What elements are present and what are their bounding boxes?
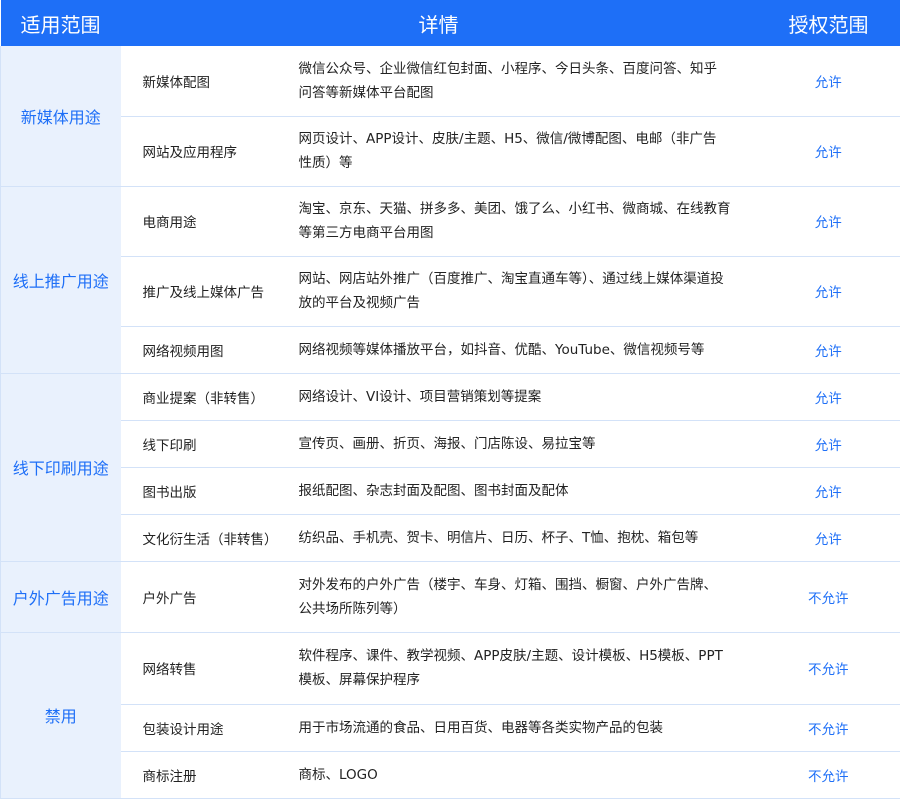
usage-details: 微信公众号、企业微信红包封面、小程序、今日头条、百度问答、知乎 问答等新媒体平台配… [280, 46, 757, 117]
usage-details: 商标、LOGO [280, 751, 757, 799]
usage-details: 网络视频等媒体播放平台，如抖音、优酷、YouTube、微信视频号等 [280, 326, 757, 374]
group-name: 线下印刷用途 [0, 373, 121, 562]
permission-status: 允许 [756, 46, 900, 117]
usage-name: 新媒体配图 [120, 46, 281, 117]
table-row: 线上推广用途 电商用途 淘宝、京东、天猫、拼多多、美团、饿了么、小红书、微商城、在线… [0, 186, 900, 374]
table-row: 网络视频用图 网络视频等媒体播放平台，如抖音、优酷、YouTube、微信视频号等 允… [1, 326, 900, 374]
usage-name: 包装设计用途 [120, 704, 281, 752]
usage-details: 宣传页、画册、折页、海报、门店陈设、易拉宝等 [280, 420, 757, 468]
usage-details: 淘宝、京东、天猫、拼多多、美团、饿了么、小红书、微商城、在线教育 等第三方电商平台… [280, 186, 757, 257]
usage-details: 对外发布的户外广告（楼宇、车身、灯箱、围挡、橱窗、户外广告牌、 公共场所陈列等） [280, 561, 757, 633]
group-name: 新媒体用途 [0, 46, 121, 187]
details-line: 报纸配图、杂志封面及配图、图书封面及配体 [298, 482, 569, 499]
details-line: 放的平台及视频广告 [298, 295, 421, 311]
table-row: 新媒体用途 新媒体配图 微信公众号、企业微信红包封面、小程序、今日头条、百度问答、知… [0, 46, 900, 187]
usage-name: 商标注册 [120, 751, 281, 799]
details-line: 用于市场流通的食品、日用百货、电器等各类实物产品的包装 [298, 719, 664, 736]
details-line: 模板、屏幕保护程序 [298, 672, 421, 688]
header-scope: 适用范围 [0, 0, 121, 46]
usage-details: 纺织品、手机壳、贺卡、明信片、日历、杯子、T恤、抱枕、箱包等 [280, 514, 757, 562]
usage-name: 网站及应用程序 [120, 116, 281, 187]
table-row: 网站及应用程序 网页设计、APP设计、皮肤/主题、H5、微信/微博配图、电邮（非广… [1, 116, 900, 187]
usage-details: 网站、网店站外推广（百度推广、淘宝直通车等）、通过线上媒体渠道投 放的平台及视频广… [280, 256, 757, 327]
table-row: 推广及线上媒体广告 网站、网店站外推广（百度推广、淘宝直通车等）、通过线上媒体渠道… [1, 256, 900, 327]
permission-status: 允许 [756, 420, 900, 468]
usage-name: 电商用途 [120, 186, 281, 257]
permission-status: 不允许 [756, 632, 900, 705]
header-authorization: 授权范围 [756, 0, 900, 46]
usage-name: 户外广告 [120, 561, 281, 633]
group-name: 户外广告用途 [0, 561, 121, 633]
usage-name: 线下印刷 [120, 420, 281, 468]
table-row: 户外广告用途 户外广告 对外发布的户外广告（楼宇、车身、灯箱、围挡、橱窗、户外广告牌… [0, 561, 900, 633]
usage-name: 图书出版 [120, 467, 281, 515]
usage-name: 网络视频用图 [120, 326, 281, 374]
details-line: 网络视频等媒体播放平台，如抖音、优酷、YouTube、微信视频号等 [298, 341, 705, 358]
details-line: 对外发布的户外广告（楼宇、车身、灯箱、围挡、橱窗、户外广告牌、 [298, 576, 718, 593]
details-line: 网页设计、APP设计、皮肤/主题、H5、微信/微博配图、电邮（非广告 [298, 131, 717, 147]
table-row: 图书出版 报纸配图、杂志封面及配图、图书封面及配体 允许 [1, 467, 900, 515]
table-header: 适用范围 详情 授权范围 [0, 0, 900, 46]
group-name: 线上推广用途 [0, 186, 121, 374]
group-name: 禁用 [0, 632, 121, 799]
usage-details: 网页设计、APP设计、皮肤/主题、H5、微信/微博配图、电邮（非广告 性质）等 [280, 116, 757, 187]
permission-status: 允许 [756, 514, 900, 562]
permission-status: 允许 [756, 116, 900, 187]
usage-details: 用于市场流通的食品、日用百货、电器等各类实物产品的包装 [280, 704, 757, 752]
table-row: 文化衍生活（非转售） 纺织品、手机壳、贺卡、明信片、日历、杯子、T恤、抱枕、箱包等… [1, 514, 900, 562]
details-line: 淘宝、京东、天猫、拼多多、美团、饿了么、小红书、微商城、在线教育 [298, 201, 731, 217]
permission-status: 允许 [756, 326, 900, 374]
header-details: 详情 [120, 0, 757, 46]
table-row: 禁用 网络转售 软件程序、课件、教学视频、APP皮肤/主题、设计模板、H5模板、PP… [0, 632, 900, 799]
details-line: 等第三方电商平台用图 [298, 225, 434, 241]
details-line: 软件程序、课件、教学视频、APP皮肤/主题、设计模板、H5模板、PPT [298, 648, 723, 664]
table-row: 线下印刷 宣传页、画册、折页、海报、门店陈设、易拉宝等 允许 [1, 420, 900, 468]
permission-status: 不允许 [756, 751, 900, 799]
usage-name: 网络转售 [120, 632, 281, 705]
permission-status: 不允许 [756, 561, 900, 633]
details-line: 网络设计、VI设计、项目营销策划等提案 [298, 388, 542, 405]
permission-status: 允许 [756, 467, 900, 515]
permission-status: 允许 [756, 186, 900, 257]
details-line: 微信公众号、企业微信红包封面、小程序、今日头条、百度问答、知乎 [298, 60, 718, 77]
details-line: 纺织品、手机壳、贺卡、明信片、日历、杯子、T恤、抱枕、箱包等 [298, 529, 699, 546]
permission-status: 允许 [756, 256, 900, 327]
details-line: 网站、网店站外推广（百度推广、淘宝直通车等）、通过线上媒体渠道投 [298, 271, 724, 287]
details-line: 问答等新媒体平台配图 [298, 84, 434, 101]
usage-details: 软件程序、课件、教学视频、APP皮肤/主题、设计模板、H5模板、PPT 模板、屏幕… [280, 632, 757, 705]
details-line: 宣传页、画册、折页、海报、门店陈设、易拉宝等 [298, 435, 596, 452]
table-row: 线下印刷用途 商业提案（非转售） 网络设计、VI设计、项目营销策划等提案 允许 [0, 373, 900, 562]
usage-details: 报纸配图、杂志封面及配图、图书封面及配体 [280, 467, 757, 515]
usage-details: 网络设计、VI设计、项目营销策划等提案 [280, 373, 757, 421]
usage-name: 文化衍生活（非转售） [120, 514, 281, 562]
permission-status: 允许 [756, 373, 900, 421]
usage-name: 商业提案（非转售） [120, 373, 281, 421]
permission-status: 不允许 [756, 704, 900, 752]
usage-name: 推广及线上媒体广告 [120, 256, 281, 327]
table-row: 商标注册 商标、LOGO 不允许 [1, 751, 900, 799]
details-line: 商标、LOGO [298, 766, 378, 783]
details-line: 公共场所陈列等） [298, 600, 407, 617]
details-line: 性质）等 [298, 155, 353, 171]
table-row: 包装设计用途 用于市场流通的食品、日用百货、电器等各类实物产品的包装 不允许 [1, 704, 900, 752]
